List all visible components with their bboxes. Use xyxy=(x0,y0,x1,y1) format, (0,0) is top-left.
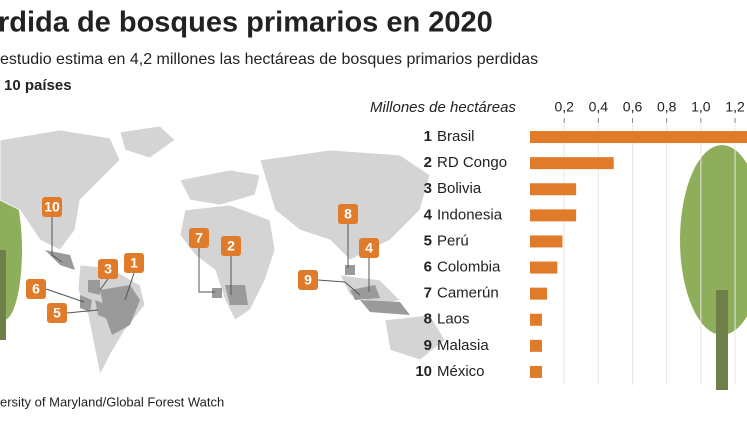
leader-line xyxy=(198,248,215,293)
rank-label: 7 xyxy=(424,285,432,302)
rank-label: 8 xyxy=(424,311,432,328)
map-badge-label: 6 xyxy=(32,281,40,297)
rank-label: 4 xyxy=(424,206,433,223)
category-label: Brasil xyxy=(437,128,475,145)
category-label: Colombia xyxy=(437,259,501,276)
map-badge-label: 5 xyxy=(53,305,61,321)
bar xyxy=(530,235,563,248)
category-label: Bolivia xyxy=(437,180,482,197)
source: ersity of Maryland/Global Forest Watch xyxy=(0,394,224,409)
bar xyxy=(530,183,577,196)
leader-line xyxy=(45,288,85,303)
category-label: Laos xyxy=(437,311,470,328)
map-badge-label: 1 xyxy=(130,255,138,271)
rank-label: 6 xyxy=(424,259,432,276)
rank-label: 2 xyxy=(424,154,432,171)
bar xyxy=(530,157,614,170)
subtitle: estudio estima en 4,2 millones las hectá… xyxy=(0,51,538,68)
map-badge xyxy=(47,303,67,323)
leaders xyxy=(45,217,370,314)
rank-label: 1 xyxy=(424,128,432,145)
x-tick-label: 0,6 xyxy=(623,99,643,115)
x-tick-label: 1,0 xyxy=(691,99,711,115)
bar xyxy=(530,313,542,326)
category-label: Malasia xyxy=(437,337,489,354)
bar xyxy=(530,287,548,300)
x-tick-label: 0,2 xyxy=(554,99,574,115)
x-axis-label: Millones de hectáreas xyxy=(370,99,516,116)
map-badge xyxy=(42,197,62,217)
x-tick-label: 0,4 xyxy=(589,99,609,115)
tree-trunk xyxy=(0,250,6,340)
map-badge-label: 8 xyxy=(344,206,352,222)
map-badge xyxy=(124,253,144,273)
tree-trunk xyxy=(716,290,728,390)
map-badge xyxy=(189,228,209,248)
plot xyxy=(530,124,747,385)
leader-line xyxy=(99,278,109,291)
map-badge xyxy=(359,238,379,258)
section-label: 10 países xyxy=(4,77,72,94)
bar xyxy=(530,209,577,222)
highlight-countries xyxy=(45,250,410,335)
rank-label: 10 xyxy=(415,363,432,380)
map-badge-label: 10 xyxy=(44,199,60,215)
map-badge xyxy=(298,270,318,290)
tree xyxy=(680,145,747,335)
category-label: México xyxy=(437,363,485,380)
map-badge-label: 2 xyxy=(227,238,235,254)
category-label: Indonesia xyxy=(437,206,503,223)
category-label: Camerún xyxy=(437,285,499,302)
map-badge-label: 9 xyxy=(304,272,312,288)
map-badge xyxy=(98,259,118,279)
map-badge xyxy=(26,279,46,299)
map-badge-label: 4 xyxy=(365,240,373,256)
category-label: Perú xyxy=(437,232,469,249)
bar xyxy=(530,365,542,378)
rank-label: 5 xyxy=(424,232,432,249)
map-badge xyxy=(338,204,358,224)
rank-label: 9 xyxy=(424,337,432,354)
bar xyxy=(530,339,542,352)
map-badge xyxy=(221,236,241,256)
x-tick-label: 1,2 xyxy=(725,99,745,115)
title: rdida de bosques primarios en 2020 xyxy=(0,7,493,39)
map-badge-label: 7 xyxy=(195,230,203,246)
rank-label: 3 xyxy=(424,180,432,197)
bar xyxy=(530,131,747,144)
leader-line xyxy=(124,272,135,301)
leader-line xyxy=(317,279,361,296)
leader-line xyxy=(51,217,63,263)
x-tick-label: 0,8 xyxy=(657,99,677,115)
category-label: RD Congo xyxy=(437,154,507,171)
map-badge-label: 3 xyxy=(104,261,112,277)
bar xyxy=(530,261,558,274)
leader-line xyxy=(66,309,99,314)
